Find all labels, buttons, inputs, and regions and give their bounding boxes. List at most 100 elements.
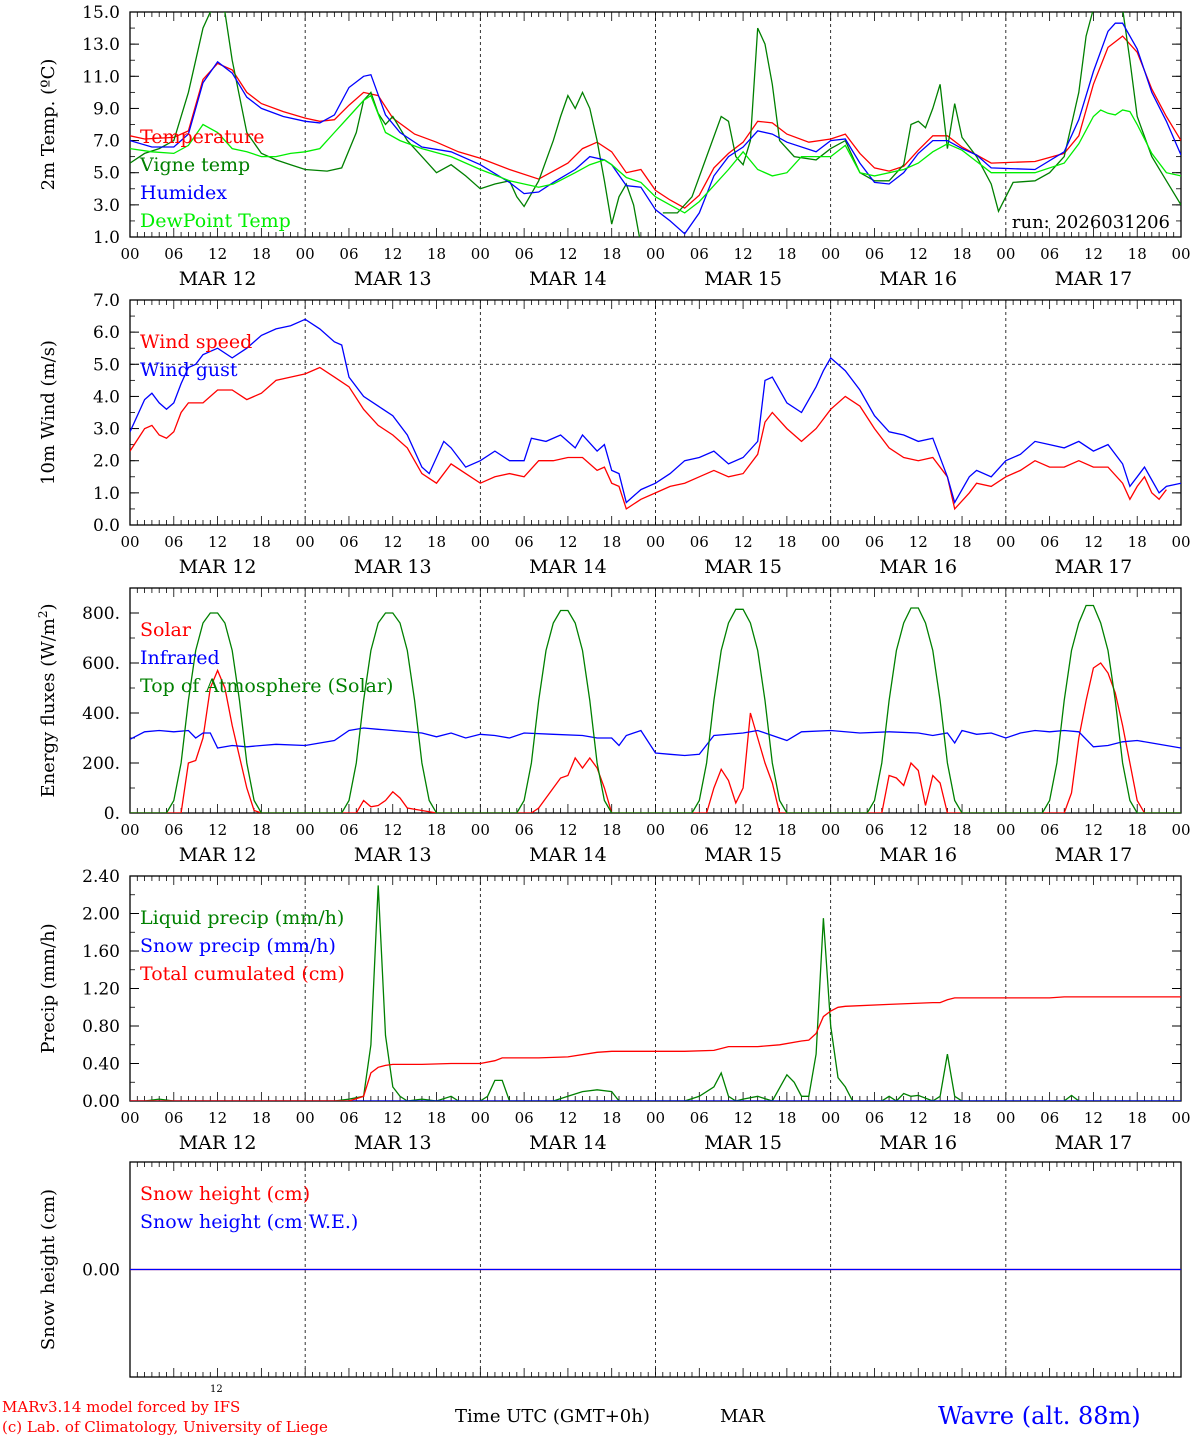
series-line bbox=[130, 94, 1181, 214]
y-axis-label: 2m Temp. (ºC) bbox=[38, 59, 59, 191]
hour-tick-label: 18 bbox=[252, 821, 271, 839]
hour-tick-label: 06 bbox=[1040, 245, 1059, 263]
hour-tick-label: 06 bbox=[690, 1109, 709, 1127]
y-tick-label: 1.0 bbox=[93, 484, 120, 504]
y-tick-label: 800. bbox=[82, 604, 120, 624]
y-axis-label: Energy fluxes (W/m2) bbox=[36, 603, 59, 797]
hour-tick-label: 12 bbox=[383, 821, 402, 839]
hour-tick-label: 18 bbox=[1128, 1109, 1147, 1127]
y-axis-label: Snow height (cm) bbox=[38, 1189, 59, 1350]
hour-tick-label: 12 bbox=[383, 1109, 402, 1127]
x-axis-label: Time UTC (GMT+0h) bbox=[455, 1406, 650, 1427]
hour-tick-label: 18 bbox=[602, 245, 621, 263]
legend-entry: Temperature bbox=[140, 126, 264, 148]
y-tick-label: 2.00 bbox=[82, 905, 120, 925]
hour-tick-label: 00 bbox=[821, 533, 840, 551]
station-title: Wavre (alt. 88m) bbox=[938, 1402, 1141, 1430]
hour-tick-label: 00 bbox=[296, 245, 315, 263]
hour-tick-label: 00 bbox=[646, 821, 665, 839]
day-label: MAR 13 bbox=[354, 844, 432, 866]
plot-frame bbox=[129, 587, 1182, 814]
hour-tick-label: 12 bbox=[909, 245, 928, 263]
panel-4: 0.00 0.40 0.80 1.20 1.60 2.00 2.40 Precip (mm/h… bbox=[38, 867, 1191, 1154]
day-label: MAR 14 bbox=[529, 1132, 607, 1154]
y-tick-label: 1.20 bbox=[82, 980, 120, 1000]
panel-5: 0.00 Snow height (cm) Snow height (cm) Snow… bbox=[38, 1161, 1182, 1378]
hour-tick-label: 00 bbox=[646, 533, 665, 551]
day-label: MAR 17 bbox=[1055, 556, 1133, 578]
series-line bbox=[130, 662, 1181, 813]
hour-tick-label: 18 bbox=[252, 245, 271, 263]
legend-entry: Wind gust bbox=[140, 359, 238, 381]
day-label: MAR 16 bbox=[879, 268, 957, 290]
hour-tick-label: 18 bbox=[952, 533, 971, 551]
hour-tick-label: 12 bbox=[208, 1109, 227, 1127]
hour-tick-label: 12 bbox=[558, 245, 577, 263]
hour-tick-label: 18 bbox=[427, 245, 446, 263]
hour-tick-label: 00 bbox=[1171, 533, 1190, 551]
day-label: MAR 15 bbox=[704, 1132, 782, 1154]
hour-tick-label: 06 bbox=[1040, 533, 1059, 551]
hour-tick-label: 00 bbox=[471, 533, 490, 551]
y-tick-label: 2.0 bbox=[93, 452, 120, 472]
day-label: MAR 12 bbox=[179, 268, 257, 290]
hour-tick-label: 00 bbox=[120, 533, 139, 551]
hour-tick-label: 12 bbox=[208, 821, 227, 839]
hour-tick-label: 12 bbox=[208, 533, 227, 551]
hour-tick-label: 18 bbox=[602, 821, 621, 839]
hour-tick-label: 18 bbox=[952, 821, 971, 839]
day-label: MAR 12 bbox=[179, 556, 257, 578]
series-line bbox=[130, 366, 1167, 511]
hour-tick-label: 18 bbox=[252, 1109, 271, 1127]
y-tick-label: 2.40 bbox=[82, 867, 120, 887]
y-tick-label: 0.00 bbox=[82, 1261, 120, 1281]
hour-tick-label: 00 bbox=[1171, 245, 1190, 263]
y-axis-label: Precip (mm/h) bbox=[38, 923, 59, 1053]
legend-entry: Snow height (cm) bbox=[140, 1183, 310, 1205]
hour-tick-label: 06 bbox=[690, 821, 709, 839]
hour-tick-label: 00 bbox=[296, 1109, 315, 1127]
hour-tick-label: 06 bbox=[164, 821, 183, 839]
y-axis-label: 10m Wind (m/s) bbox=[38, 340, 59, 485]
hour-tick-label: 12 bbox=[558, 1109, 577, 1127]
series-line bbox=[130, 727, 1181, 757]
y-tick-label: 5.0 bbox=[93, 164, 120, 184]
hour-tick-label: 06 bbox=[164, 533, 183, 551]
hour-tick-label: 00 bbox=[646, 1109, 665, 1127]
hour-tick-label: 12 bbox=[909, 533, 928, 551]
hour-tick-label: 00 bbox=[996, 1109, 1015, 1127]
small-label: 12 bbox=[210, 1384, 223, 1395]
hour-tick-label: 00 bbox=[120, 821, 139, 839]
y-tick-label: 0.0 bbox=[93, 516, 120, 536]
hour-tick-label: 18 bbox=[252, 533, 271, 551]
series-line bbox=[130, 318, 1181, 505]
hour-tick-label: 18 bbox=[602, 1109, 621, 1127]
series-line bbox=[1122, 12, 1181, 206]
hour-tick-label: 06 bbox=[865, 245, 884, 263]
hour-tick-label: 06 bbox=[515, 245, 534, 263]
y-tick-label: 3.0 bbox=[93, 420, 120, 440]
hour-tick-label: 12 bbox=[1084, 533, 1103, 551]
day-label: MAR 14 bbox=[529, 268, 607, 290]
hour-tick-label: 12 bbox=[909, 1109, 928, 1127]
hour-tick-label: 12 bbox=[909, 821, 928, 839]
hour-tick-label: 00 bbox=[1171, 821, 1190, 839]
hour-tick-label: 06 bbox=[865, 821, 884, 839]
y-tick-label: 0. bbox=[104, 804, 120, 824]
hour-tick-label: 18 bbox=[777, 821, 796, 839]
hour-tick-label: 12 bbox=[734, 533, 753, 551]
hour-tick-label: 18 bbox=[777, 533, 796, 551]
hour-tick-label: 06 bbox=[1040, 821, 1059, 839]
series-line bbox=[662, 12, 1094, 214]
y-tick-label: 0.80 bbox=[82, 1017, 120, 1037]
day-label: MAR 15 bbox=[704, 268, 782, 290]
hour-tick-label: 00 bbox=[821, 821, 840, 839]
day-label: MAR 12 bbox=[179, 1132, 257, 1154]
panel-2: 0.0 1.0 2.0 3.0 4.0 5.0 6.0 7.0 10m Wind (m/s) 00… bbox=[38, 291, 1191, 578]
x-axis-label-month: MAR bbox=[720, 1406, 765, 1427]
day-label: MAR 16 bbox=[879, 556, 957, 578]
series-line bbox=[130, 35, 1181, 209]
hour-tick-label: 00 bbox=[120, 1109, 139, 1127]
panel-3: 0. 200. 400. 600. 800. Energy fluxes (W/m2) 00… bbox=[36, 587, 1191, 866]
hour-tick-label: 12 bbox=[383, 533, 402, 551]
